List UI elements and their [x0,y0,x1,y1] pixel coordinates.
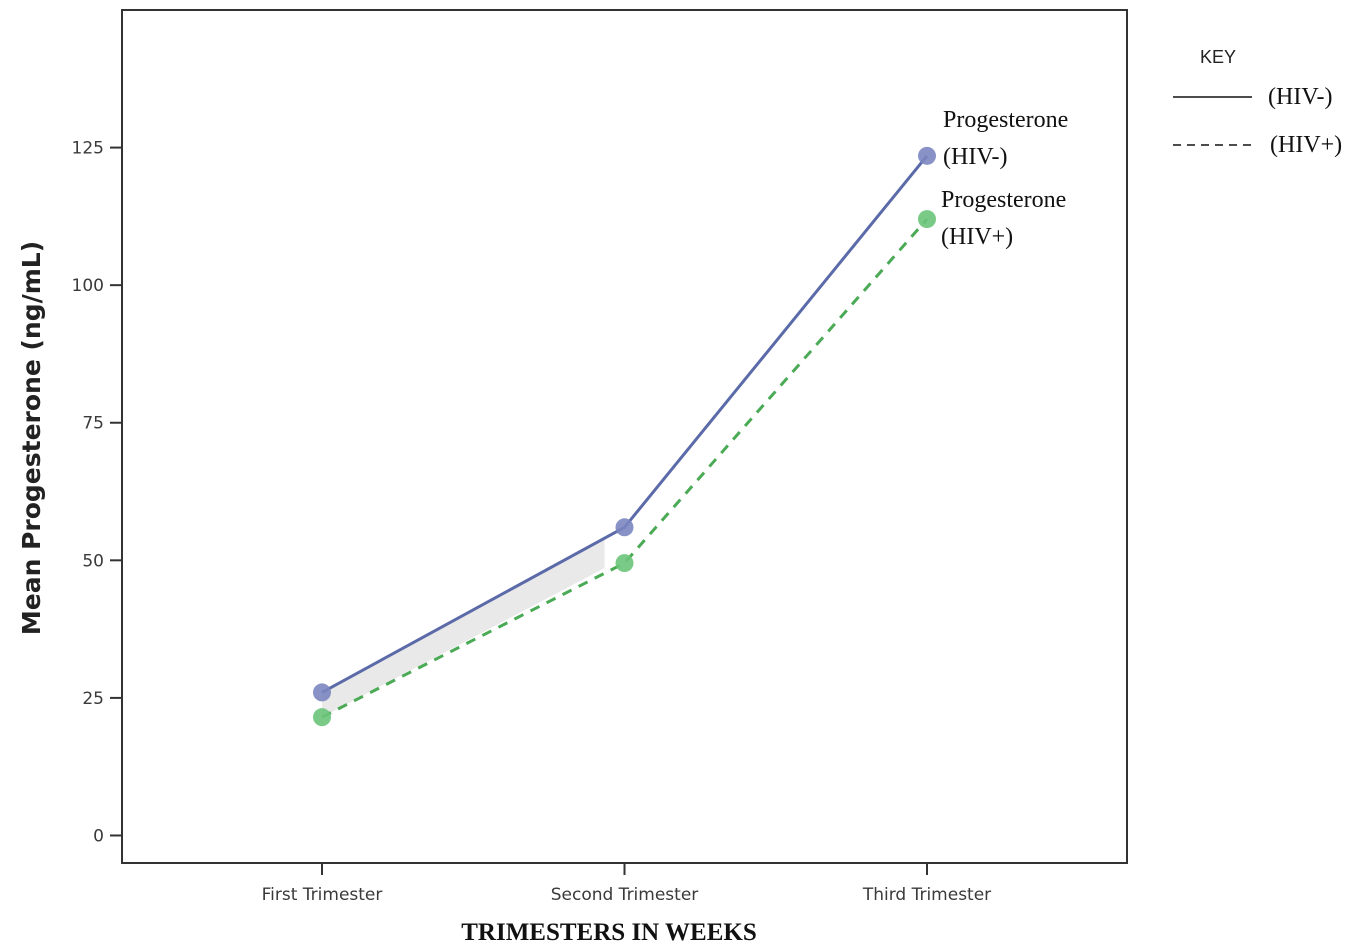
y-tick-label: 100 [72,276,104,296]
data-point-hiv_pos [313,708,331,727]
data-point-hiv_neg [615,518,634,537]
legend: KEY (HIV-) (HIV+) [1173,47,1342,158]
data-point-hiv_pos [918,210,936,229]
y-tick-label: 125 [72,139,104,159]
annotation-hiv-pos: Progesterone (HIV+) [941,187,1066,250]
legend-label-hiv-neg: (HIV-) [1268,84,1332,110]
y-axis-label: Mean Progesterone (ng/mL) [17,241,46,635]
series-line-hiv_neg [321,154,929,694]
legend-label-hiv-pos: (HIV+) [1270,132,1342,158]
shaded-area [322,537,605,718]
annotation-hiv-neg-line2: (HIV-) [943,144,1007,170]
y-tick-label: 0 [93,826,104,846]
legend-title: KEY [1200,47,1236,67]
y-tick-label: 50 [82,551,104,571]
series-line-hiv_pos [321,218,929,719]
data-point-hiv_neg [918,146,936,165]
x-tick-label: First Trimester [262,885,383,905]
x-axis-label: TRIMESTERS IN WEEKS [461,919,756,946]
y-axis-ticks: 0 25 50 75 100 125 [72,139,122,846]
plot-frame [121,9,1128,864]
x-tick-label: Third Trimester [862,885,991,905]
annotation-hiv-neg-line1: Progesterone [943,107,1068,133]
annotation-hiv-neg: Progesterone (HIV-) [943,107,1068,170]
x-tick-label: Second Trimester [551,885,699,905]
data-point-hiv_neg [313,683,331,702]
x-axis-ticks: First Trimester Second Trimester Third Tri… [262,863,991,905]
y-tick-label: 75 [82,414,104,434]
annotation-hiv-pos-line2: (HIV+) [941,224,1013,250]
shaded-band [322,537,605,718]
y-tick-label: 25 [82,689,104,709]
data-point-hiv_pos [615,554,634,573]
annotation-hiv-pos-line1: Progesterone [941,187,1066,213]
series-lines [313,146,936,727]
